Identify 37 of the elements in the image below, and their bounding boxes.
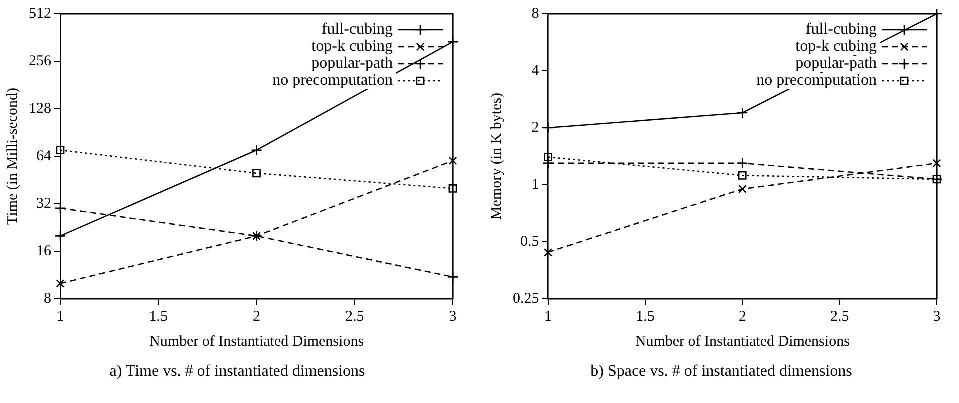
x-axis-title: Number of Instantiated Dimensions <box>635 334 850 350</box>
x-tick-label: 1.5 <box>636 308 655 325</box>
legend-label: full-cubing <box>806 21 877 38</box>
x-axis-title: Number of Instantiated Dimensions <box>149 334 364 350</box>
text: b) Space vs. # of instantiated dimensions <box>590 363 854 381</box>
legend-label: popular-path <box>312 55 393 72</box>
legend-label: top-k cubing <box>312 38 393 56</box>
legend-label: top-k cubing <box>796 38 877 56</box>
x-tick-label: 3 <box>449 308 457 325</box>
y-tick-label: 4 <box>532 62 540 79</box>
x-tick-label: 3 <box>933 308 941 325</box>
y-tick-label: 1 <box>532 176 540 193</box>
y-tick-label: 32 <box>36 196 52 212</box>
x-tick-label: 1 <box>544 308 552 325</box>
y-tick-label: 16 <box>36 243 52 260</box>
x-tick-label: 2 <box>253 308 260 325</box>
y-tick-label: 128 <box>29 100 52 117</box>
x-tick-label: 2.5 <box>830 308 850 325</box>
legend-label: no precomputation <box>756 72 877 90</box>
text: a) Time vs. # of instantiated dimensions <box>108 363 366 381</box>
y-tick-label: 8 <box>44 290 52 307</box>
y-tick-label: 8 <box>532 6 540 22</box>
x-tick-label: 2 <box>738 308 746 325</box>
legend-label: full-cubing <box>322 21 393 38</box>
legend-label: no precomputation <box>272 72 393 90</box>
y-tick-label: 512 <box>29 6 52 22</box>
y-tick-label: 0.25 <box>513 290 540 307</box>
y-tick-label: 64 <box>36 148 52 164</box>
y-tick-label: 0.5 <box>520 234 540 250</box>
y-axis-title: Time (in Milli-second) <box>4 88 21 225</box>
legend-label: popular-path <box>796 55 877 72</box>
x-tick-label: 1.5 <box>149 308 168 325</box>
y-tick-label: 2 <box>532 120 540 136</box>
y-tick-label: 256 <box>29 53 52 70</box>
x-tick-label: 2.5 <box>346 308 364 325</box>
x-tick-label: 1 <box>56 308 64 325</box>
y-axis-title: Memory (in K bytes) <box>488 92 505 220</box>
